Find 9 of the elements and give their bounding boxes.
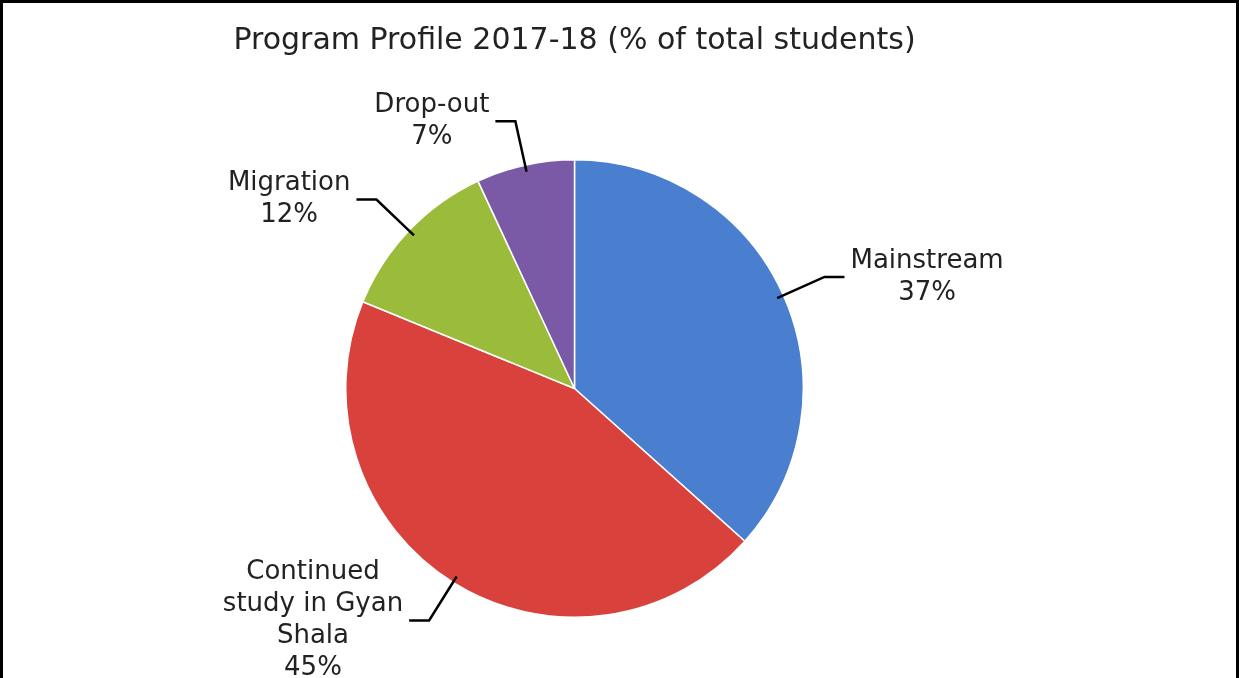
slice-label: Mainstream: [850, 243, 1004, 274]
data-label: 45%: [284, 651, 342, 678]
slice-label: Continued study in Gyan Shala: [222, 555, 404, 650]
data-label: 7%: [411, 119, 453, 150]
chart-title: Program Profile 2017-18 (% of total students): [233, 20, 916, 56]
data-label: 12%: [260, 198, 319, 229]
data-label: 37%: [898, 275, 956, 306]
slice-label: Drop-out: [374, 87, 490, 118]
slice-label: Migration: [227, 166, 351, 197]
